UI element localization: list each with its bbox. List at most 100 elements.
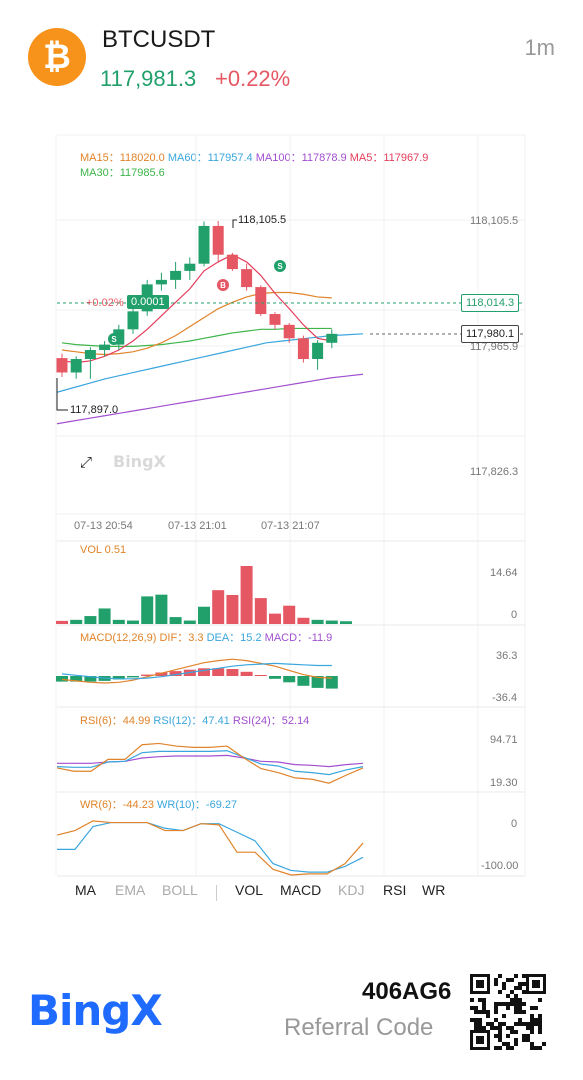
ma60-line <box>56 333 364 393</box>
qr-module <box>538 1030 542 1034</box>
kline-chart[interactable]: S B S <box>0 0 583 880</box>
qr-module <box>514 1042 518 1046</box>
macd-hist-bar <box>70 676 83 682</box>
candle-body <box>241 269 253 288</box>
interval-label[interactable]: 1m <box>524 35 555 60</box>
wr-legend: WR(6)：-44.23 WR(10)：-69.27 <box>80 796 237 812</box>
volume-bar <box>198 606 210 624</box>
tab-ma[interactable]: MA <box>75 882 96 898</box>
qr-module <box>502 986 506 990</box>
candle-body <box>283 324 295 339</box>
tab-boll[interactable]: BOLL <box>162 882 198 898</box>
qr-module <box>522 982 526 986</box>
sell-marker-label: S <box>111 335 117 344</box>
qr-module <box>522 1022 526 1026</box>
macd-hist-bar <box>297 676 310 686</box>
time-tick-2: 07-13 21:01 <box>168 520 227 532</box>
qr-module <box>538 998 542 1002</box>
qr-module <box>482 1002 486 1006</box>
volume-bar <box>297 617 310 624</box>
qr-module <box>506 1046 510 1050</box>
candle-body <box>226 254 238 270</box>
rsi-tick-top: 94.71 <box>490 734 518 746</box>
qr-module <box>474 1006 478 1010</box>
volume-bar <box>340 621 352 624</box>
macd-hist-bar <box>56 676 68 682</box>
qr-module <box>522 1010 526 1014</box>
qr-module <box>502 1014 506 1018</box>
tab-wr[interactable]: WR <box>422 882 446 898</box>
macd-hist-bar <box>269 676 281 679</box>
qr-module <box>514 974 518 978</box>
rsi-tick-bottom: 19.30 <box>490 777 518 789</box>
volume-bar <box>283 605 296 624</box>
macd-hist-bar <box>212 668 225 676</box>
ma-legend-row1: MA15：118020.0 MA60：117957.4 MA100：117878… <box>80 149 428 165</box>
volume-bar <box>269 613 281 624</box>
qr-module <box>522 1038 526 1042</box>
ma100-legend: MA100：117878.9 <box>255 152 347 164</box>
tab-kdj[interactable]: KDJ <box>338 882 365 898</box>
qr-module <box>474 1022 478 1026</box>
qr-module <box>490 1026 494 1030</box>
macd-hist-bar <box>169 671 182 676</box>
qr-module <box>498 1046 502 1050</box>
volume-bar <box>325 620 338 624</box>
qr-module <box>522 1002 526 1006</box>
qr-module <box>482 998 486 1002</box>
macd-tick-top: 36.3 <box>496 650 518 662</box>
macd-hist-bar <box>226 669 239 676</box>
qr-module <box>514 1038 518 1042</box>
macd-value: MACD：-11.9 <box>264 632 333 644</box>
qr-module <box>526 1034 530 1038</box>
qr-module <box>498 1030 502 1034</box>
qr-finder-center <box>476 1036 484 1044</box>
qr-module <box>538 1014 542 1018</box>
dif-line <box>61 658 332 684</box>
qr-module <box>498 1022 502 1026</box>
qr-module <box>498 1038 502 1042</box>
qr-module <box>518 1018 522 1022</box>
volume-bar <box>311 619 324 624</box>
tab-vol[interactable]: VOL <box>235 882 264 898</box>
tab-macd[interactable]: MACD <box>280 882 322 898</box>
qr-module <box>470 1018 474 1022</box>
qr-code-icon <box>470 974 546 1050</box>
volume-bar <box>98 608 111 624</box>
qr-module <box>502 1002 506 1006</box>
candle-body <box>70 358 82 373</box>
qr-module <box>494 1006 498 1010</box>
volume-bar <box>155 594 168 624</box>
qr-module <box>510 1046 514 1050</box>
candle-body <box>184 263 196 271</box>
tab-rsi[interactable]: RSI <box>383 882 407 898</box>
qr-module <box>494 982 498 986</box>
qr-module <box>538 1026 542 1030</box>
macd-chart <box>56 658 338 689</box>
volume-bar <box>169 617 182 624</box>
qr-module <box>510 998 514 1002</box>
qr-module <box>506 1026 510 1030</box>
wr-tick-bottom: -100.00 <box>481 860 519 872</box>
qr-module <box>514 994 518 998</box>
candle-body <box>170 270 182 280</box>
tab-ema[interactable]: EMA <box>115 882 146 898</box>
qr-module <box>514 1010 518 1014</box>
candle-body <box>297 338 309 359</box>
qr-module <box>514 998 518 1002</box>
qr-module <box>478 998 482 1002</box>
qr-module <box>494 1046 498 1050</box>
qr-module <box>502 1042 506 1046</box>
wr6-line <box>56 820 364 876</box>
qr-module <box>470 1006 474 1010</box>
volume-bar <box>141 596 154 624</box>
volume-tick-zero: 0 <box>511 609 518 621</box>
sell-marker <box>274 260 286 272</box>
sell-marker-label: S <box>277 262 283 271</box>
ma15-line <box>61 291 332 356</box>
rsi24-legend: RSI(24)：52.14 <box>232 715 310 727</box>
volume-bar <box>70 619 83 624</box>
expand-icon[interactable]: ⤢ <box>80 454 93 471</box>
qr-module <box>498 1026 502 1030</box>
y-tick-mid: 117,965.9 <box>470 341 519 353</box>
